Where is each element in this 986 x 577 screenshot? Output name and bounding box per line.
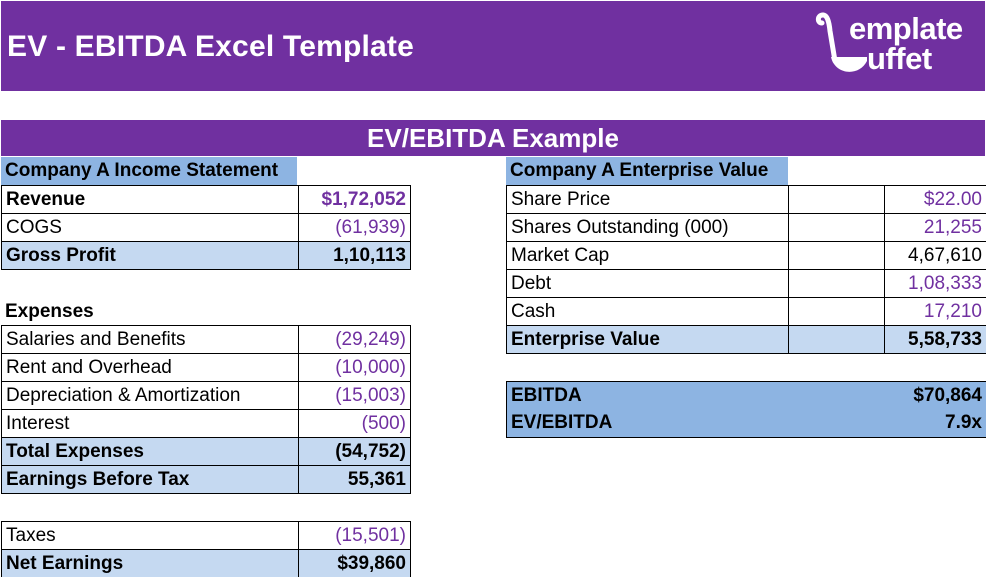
table-row-gross-profit: Gross Profit 1,10,113 (1, 241, 411, 270)
row-label: Earnings Before Tax (1, 465, 299, 494)
row-label: Interest (1, 409, 299, 438)
table-row-expense: Rent and Overhead (10,000) (1, 353, 411, 382)
expenses-table: Salaries and Benefits (29,249) Rent and … (1, 325, 411, 494)
table-row-net-earnings: Net Earnings $39,860 (1, 549, 411, 577)
row-label: Depreciation & Amortization (1, 381, 299, 410)
table-row-expense: Salaries and Benefits (29,249) (1, 325, 411, 354)
row-label: Debt (506, 269, 789, 298)
cell-value[interactable]: (29,249) (298, 325, 411, 354)
empty-cell[interactable] (788, 269, 885, 298)
table-row-ebitda: EBITDA $70,864 (506, 381, 986, 410)
table-row-expense: Interest (500) (1, 409, 411, 438)
cell-value[interactable]: 21,255 (884, 213, 986, 242)
section-bar: EV/EBITDA Example (1, 120, 985, 156)
cell-value[interactable]: 55,361 (298, 465, 411, 494)
cell-value[interactable]: (10,000) (298, 353, 411, 382)
ebitda-summary-table: EBITDA $70,864 EV/EBITDA 7.9x (506, 381, 986, 438)
enterprise-value-table: Share Price $22.00 Shares Outstanding (0… (506, 185, 986, 354)
cell-value[interactable]: $22.00 (884, 185, 986, 214)
row-label: Total Expenses (1, 437, 299, 466)
row-label: Share Price (506, 185, 789, 214)
row-label: EV/EBITDA (506, 409, 807, 438)
row-label: Rent and Overhead (1, 353, 299, 382)
cell-value[interactable]: 1,08,333 (884, 269, 986, 298)
title-banner: EV - EBITDA Excel Template emplate uffet (1, 1, 985, 91)
row-label: Taxes (1, 521, 299, 550)
cell-value[interactable]: $39,860 (298, 549, 411, 577)
logo-text-line1: emplate (849, 11, 963, 46)
empty-cell[interactable] (788, 213, 885, 242)
table-row-shares-outstanding: Shares Outstanding (000) 21,255 (506, 213, 986, 242)
empty-cell[interactable] (788, 241, 885, 270)
table-row-cash: Cash 17,210 (506, 297, 986, 326)
empty-cell[interactable] (788, 297, 885, 326)
table-row-taxes: Taxes (15,501) (1, 521, 411, 550)
cell-value[interactable]: (15,501) (298, 521, 411, 550)
cell-value[interactable]: (15,003) (298, 381, 411, 410)
cell-value[interactable]: $70,864 (806, 381, 986, 410)
table-row-share-price: Share Price $22.00 (506, 185, 986, 214)
row-label: Market Cap (506, 241, 789, 270)
row-label: Cash (506, 297, 789, 326)
cell-value[interactable]: (54,752) (298, 437, 411, 466)
row-label: EBITDA (506, 381, 807, 410)
row-label: Net Earnings (1, 549, 299, 577)
table-row-total-expenses: Total Expenses (54,752) (1, 437, 411, 466)
cell-value[interactable]: $1,72,052 (298, 185, 411, 214)
cell-value[interactable]: 7.9x (806, 409, 986, 438)
cell-value[interactable]: 4,67,610 (884, 241, 986, 270)
cell-value[interactable]: 1,10,113 (298, 241, 411, 270)
table-row-cogs: COGS (61,939) (1, 213, 411, 242)
table-row-ebt: Earnings Before Tax 55,361 (1, 465, 411, 494)
row-label: COGS (1, 213, 299, 242)
row-label: Salaries and Benefits (1, 325, 299, 354)
row-label: Shares Outstanding (000) (506, 213, 789, 242)
table-row-enterprise-value: Enterprise Value 5,58,733 (506, 325, 986, 354)
table-row-market-cap: Market Cap 4,67,610 (506, 241, 986, 270)
cell-value[interactable]: (500) (298, 409, 411, 438)
cell-value[interactable]: 5,58,733 (884, 325, 986, 354)
section-title: EV/EBITDA Example (367, 123, 619, 153)
table-row-expense: Depreciation & Amortization (15,003) (1, 381, 411, 410)
enterprise-value-header: Company A Enterprise Value (506, 157, 788, 185)
ladle-icon (815, 12, 867, 72)
net-earnings-table: Taxes (15,501) Net Earnings $39,860 (1, 521, 411, 577)
expenses-header: Expenses (5, 301, 94, 322)
income-statement-table: Revenue $1,72,052 COGS (61,939) Gross Pr… (1, 185, 411, 270)
row-label: Enterprise Value (506, 325, 789, 354)
logo-text-line2: uffet (867, 41, 932, 76)
income-statement-header: Company A Income Statement (1, 157, 297, 185)
page-title: EV - EBITDA Excel Template (7, 30, 414, 63)
empty-cell[interactable] (788, 185, 885, 214)
empty-cell[interactable] (788, 325, 885, 354)
table-row-ev-ebitda: EV/EBITDA 7.9x (506, 409, 986, 438)
cell-value[interactable]: (61,939) (298, 213, 411, 242)
template-buffet-logo: emplate uffet (813, 9, 979, 81)
cell-value[interactable]: 17,210 (884, 297, 986, 326)
row-label: Revenue (1, 185, 299, 214)
row-label: Gross Profit (1, 241, 299, 270)
table-row-debt: Debt 1,08,333 (506, 269, 986, 298)
table-row-revenue: Revenue $1,72,052 (1, 185, 411, 214)
